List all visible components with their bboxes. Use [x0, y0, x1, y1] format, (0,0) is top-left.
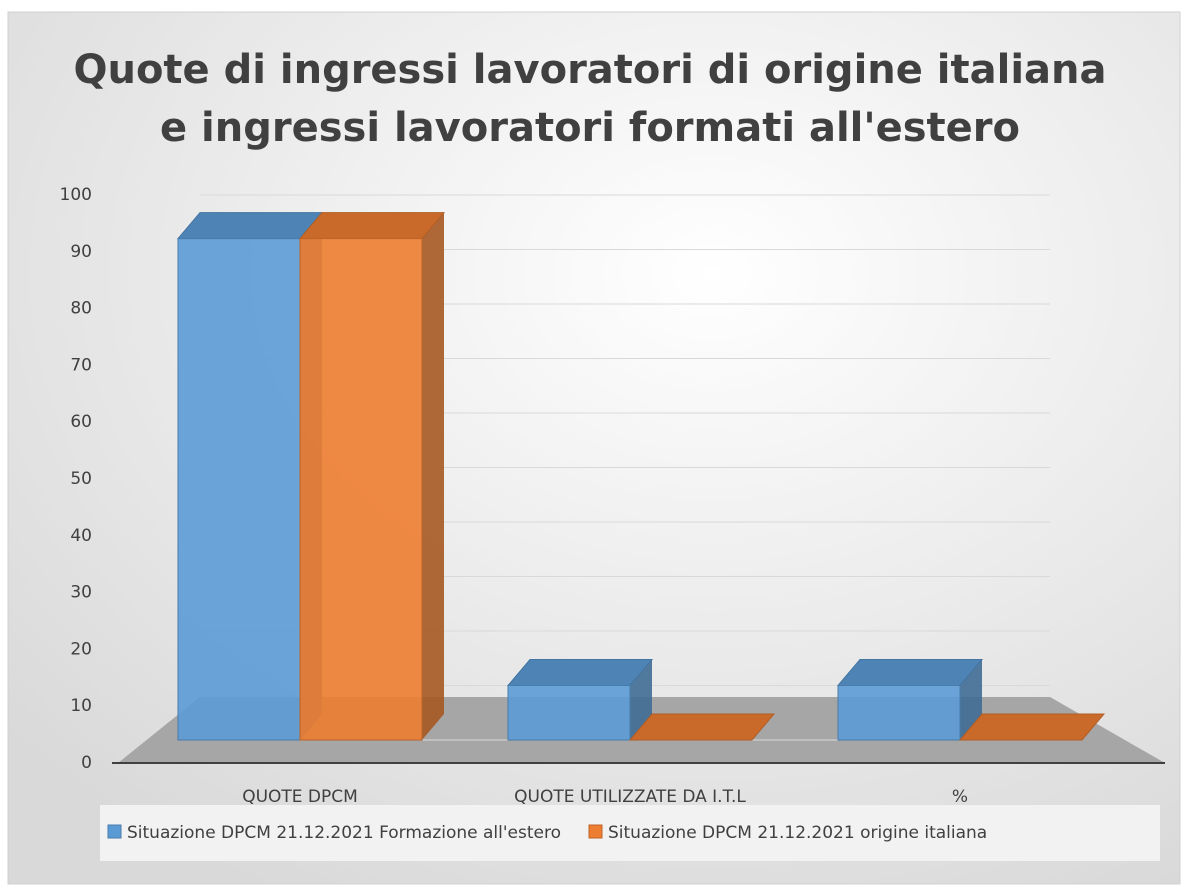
bar: [177, 238, 301, 741]
bar-top: [176, 212, 324, 240]
y-tick-label: 80: [70, 299, 92, 319]
chart-subtitle: e ingressi lavoratori formati all'estero: [160, 105, 1020, 151]
bar-top: [506, 659, 654, 686]
x-tick-label: %: [952, 787, 968, 807]
y-tick-label: 10: [70, 696, 92, 716]
bar: [507, 685, 631, 741]
y-tick-label: 0: [81, 753, 92, 773]
y-tick-label: 60: [70, 412, 92, 432]
y-tick-label: 50: [70, 469, 92, 489]
bar-top: [958, 713, 1106, 741]
y-tick-label: 30: [70, 583, 92, 603]
legend-label: Situazione DPCM 21.12.2021 Formazione al…: [127, 823, 561, 843]
y-tick-label: 40: [70, 526, 92, 546]
legend-swatch: [588, 824, 603, 839]
x-tick-label: QUOTE DPCM: [242, 787, 358, 807]
legend-box: [100, 805, 1160, 861]
y-tick-label: 20: [70, 639, 92, 659]
bar-top: [836, 659, 984, 686]
legend-label: Situazione DPCM 21.12.2021 origine itali…: [608, 823, 987, 843]
chart-title: Quote di ingressi lavoratori di origine …: [73, 47, 1106, 93]
bar-top: [628, 713, 776, 741]
bar: [299, 238, 423, 741]
y-tick-label: 70: [70, 355, 92, 375]
bar-top: [298, 212, 446, 240]
x-tick-label: QUOTE UTILIZZATE DA I.T.L: [514, 787, 746, 807]
y-tick-label: 90: [70, 242, 92, 262]
bar-side: [422, 212, 444, 741]
bar: [837, 685, 961, 741]
legend-swatch: [107, 824, 122, 839]
y-tick-label: 100: [60, 185, 92, 205]
